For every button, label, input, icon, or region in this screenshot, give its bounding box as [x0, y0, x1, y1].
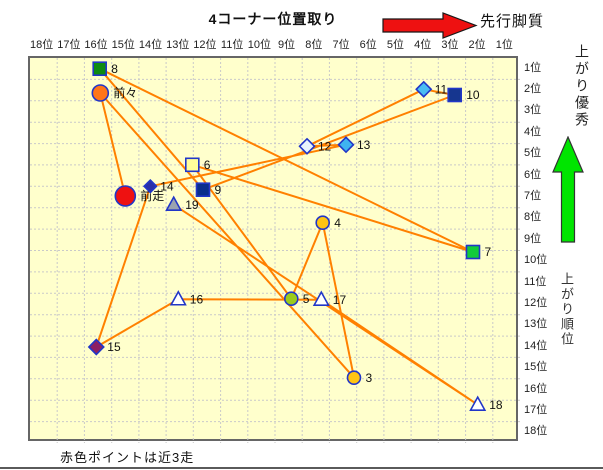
y-tick-12位: 12位 [524, 296, 548, 309]
y-tick-7位: 7位 [524, 190, 542, 203]
point-marker-19 [165, 195, 183, 211]
point-marker-10 [447, 87, 463, 103]
footnote-red-points: 赤色ポイントは近3走 [60, 450, 195, 465]
point-label-3: 3 [366, 371, 373, 385]
x-tick-17位: 17位 [57, 39, 81, 51]
y-tick-3位: 3位 [524, 104, 542, 117]
x-axis-labels: 18位 17位 16位 15位 14位 13位 12位 11位 10位 9位 8位 7位 6位 5位 4位 3… [28, 36, 518, 52]
point-marker-17 [312, 290, 330, 306]
window-bottom-edge [0, 467, 603, 469]
point-label-6: 6 [204, 158, 211, 172]
scatter-plot-area: 前走 前々 3 4 5 6 7 8 9 10 11 12 13 14 15 16 17 18 19 [28, 56, 520, 443]
x-tick-13位: 13位 [166, 39, 190, 51]
point-label-16: 16 [190, 292, 204, 306]
pace-style-label: 先行脚質 [480, 13, 545, 30]
y-tick-4位: 4位 [524, 125, 542, 138]
x-tick-14位: 14位 [138, 39, 163, 51]
point-label-4: 4 [334, 216, 341, 230]
y-axis-labels: 1位 2位 3位 4位 5位 6位 7位 8位 9位 10位 11位 12位 13位 14位 15位 16位 1… [524, 56, 562, 441]
point-marker-16 [169, 290, 187, 306]
point-marker-14 [142, 178, 158, 194]
point-label-14: 14 [160, 179, 174, 193]
x-tick-10位: 10位 [247, 39, 271, 51]
point-label-9: 9 [215, 183, 222, 197]
point-label-11: 11 [435, 82, 448, 96]
point-label-15: 15 [107, 340, 121, 354]
chart-title: 4コーナー位置取り [208, 11, 338, 27]
point-label-10: 10 [466, 88, 480, 102]
y-tick-9位: 9位 [524, 232, 542, 245]
x-tick-2位: 2位 [468, 39, 486, 51]
x-tick-7位: 7位 [332, 39, 350, 51]
point-label-13: 13 [357, 138, 371, 152]
x-tick-3位: 3位 [441, 39, 459, 51]
point-label-12: 12 [318, 139, 332, 153]
point-marker-5 [283, 291, 299, 306]
point-marker-11 [415, 80, 433, 98]
point-marker-6 [185, 157, 200, 173]
y-tick-11位: 11位 [524, 275, 547, 288]
y-tick-16位: 16位 [524, 382, 548, 395]
point-marker-18 [469, 395, 487, 411]
y-tick-1位: 1位 [524, 61, 542, 74]
point-marker-4 [315, 215, 331, 230]
x-tick-15位: 15位 [111, 39, 135, 51]
race-path-line [95, 67, 479, 406]
point-marker-3 [346, 370, 362, 386]
y-tick-8位: 8位 [524, 211, 542, 224]
agari-up-arrow-icon [552, 136, 584, 243]
point-label-7: 7 [485, 245, 492, 259]
front-runner-arrow-icon [382, 12, 478, 39]
y-tick-15位: 15位 [524, 361, 548, 374]
point-marker-12 [298, 137, 316, 155]
y-tick-5位: 5位 [524, 147, 542, 160]
agari-excellent-label: 上がり優秀 [574, 44, 590, 129]
point-label-前走: 前走 [140, 188, 164, 203]
x-tick-16位: 16位 [84, 39, 108, 51]
y-tick-14位: 14位 [524, 339, 548, 352]
x-tick-1位: 1位 [495, 39, 513, 51]
y-tick-17位: 17位 [524, 403, 548, 416]
x-tick-5位: 5位 [386, 39, 405, 51]
x-tick-4位: 4位 [414, 39, 432, 51]
point-marker-9 [195, 182, 211, 197]
y-tick-2位: 2位 [524, 83, 542, 96]
point-marker-前々 [91, 84, 110, 102]
point-label-8: 8 [111, 62, 118, 76]
y-tick-10位: 10位 [524, 254, 548, 267]
point-marker-前走 [114, 185, 137, 207]
point-label-18: 18 [489, 398, 503, 412]
x-tick-9位: 9位 [278, 39, 296, 51]
x-tick-6位: 6位 [359, 39, 377, 51]
x-tick-11位: 11位 [220, 39, 244, 51]
point-marker-8 [92, 61, 108, 76]
x-tick-18位: 18位 [29, 39, 54, 51]
scatter-plot-svg: 前走 前々 3 4 5 6 7 8 9 10 11 12 13 14 15 16 17 18 19 [30, 58, 520, 443]
point-label-5: 5 [303, 292, 310, 306]
agari-rank-axis-title: 上がり順位 [559, 272, 574, 347]
y-tick-18位: 18位 [524, 425, 548, 438]
point-label-前々: 前々 [113, 85, 137, 100]
x-tick-8位: 8位 [305, 39, 323, 51]
y-tick-13位: 13位 [524, 318, 548, 331]
point-marker-15 [87, 338, 105, 356]
point-label-17: 17 [333, 293, 347, 307]
point-label-19: 19 [185, 198, 199, 212]
point-marker-7 [465, 244, 481, 260]
y-tick-6位: 6位 [524, 168, 542, 181]
x-tick-12位: 12位 [193, 39, 217, 51]
point-marker-13 [337, 136, 355, 154]
